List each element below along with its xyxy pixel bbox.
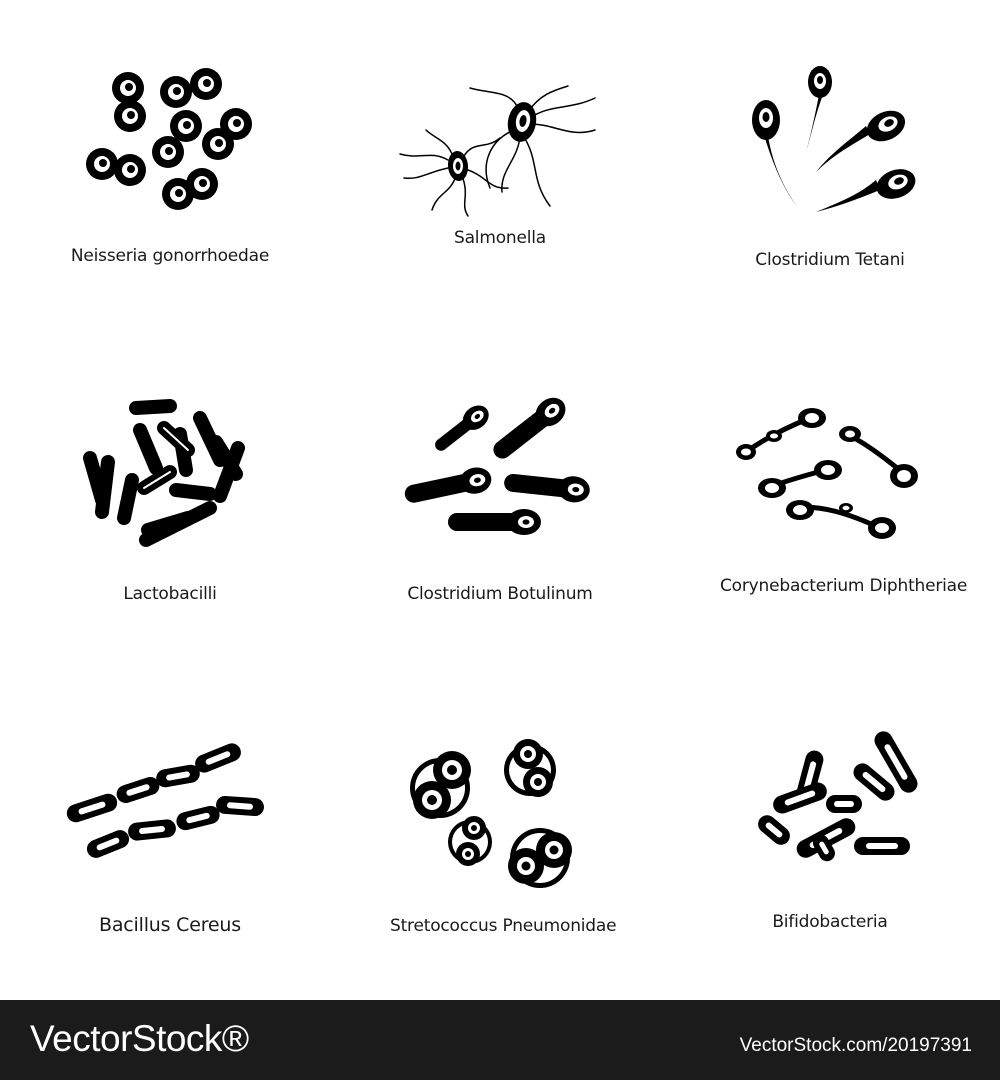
clostridium-tetani-icon — [752, 66, 916, 212]
image-id-text: VectorStock.com/20197391 — [739, 1035, 972, 1056]
cell-clostridium-tetani: Clostridium Tetani — [720, 60, 940, 280]
icon-label-bifidobacteria: Bifidobacteria — [772, 912, 888, 932]
streptococcus-icon — [410, 739, 572, 888]
cell-lactobacilli: Lactobacilli — [60, 390, 280, 610]
watermark-footer: VectorStock® VectorStock.com/20197391 — [0, 1000, 1000, 1080]
icon-label-clostridium-botulinum: Clostridium Botulinum — [407, 584, 593, 604]
bifidobacteria-icon — [758, 731, 918, 862]
corynebacterium-icon — [736, 408, 918, 539]
bacillus-cereus-icon — [66, 743, 264, 858]
brand-logo-text: VectorStock® — [30, 1018, 249, 1059]
icon-label-corynebacterium: Corynebacterium Diphtheriae — [720, 576, 968, 596]
cell-bacillus-cereus: Bacillus Cereus — [60, 720, 280, 940]
icon-label-salmonella: Salmonella — [454, 228, 546, 248]
icon-label-bacillus-cereus: Bacillus Cereus — [99, 914, 241, 936]
salmonella-icon — [399, 85, 596, 217]
clostridium-botulinum-icon — [404, 397, 590, 535]
cell-corynebacterium: Corynebacterium Diphtheriae — [720, 390, 968, 610]
cell-neisseria: Neisseria gonorrhoedae — [60, 60, 280, 280]
cell-clostridium-botulinum: Clostridium Botulinum — [390, 390, 610, 610]
neisseria-icon — [86, 68, 252, 210]
cell-streptococcus: Stretococcus Pneumonidae — [390, 720, 617, 940]
icon-label-neisseria: Neisseria gonorrhoedae — [70, 246, 270, 266]
cell-bifidobacteria: Bifidobacteria — [720, 720, 940, 940]
icon-label-lactobacilli: Lactobacilli — [123, 584, 217, 604]
icon-label-clostridium-tetani: Clostridium Tetani — [755, 250, 905, 270]
lactobacilli-icon — [83, 399, 245, 547]
cell-salmonella: Salmonella — [390, 80, 610, 280]
icon-label-streptococcus: Stretococcus Pneumonidae — [390, 916, 617, 936]
